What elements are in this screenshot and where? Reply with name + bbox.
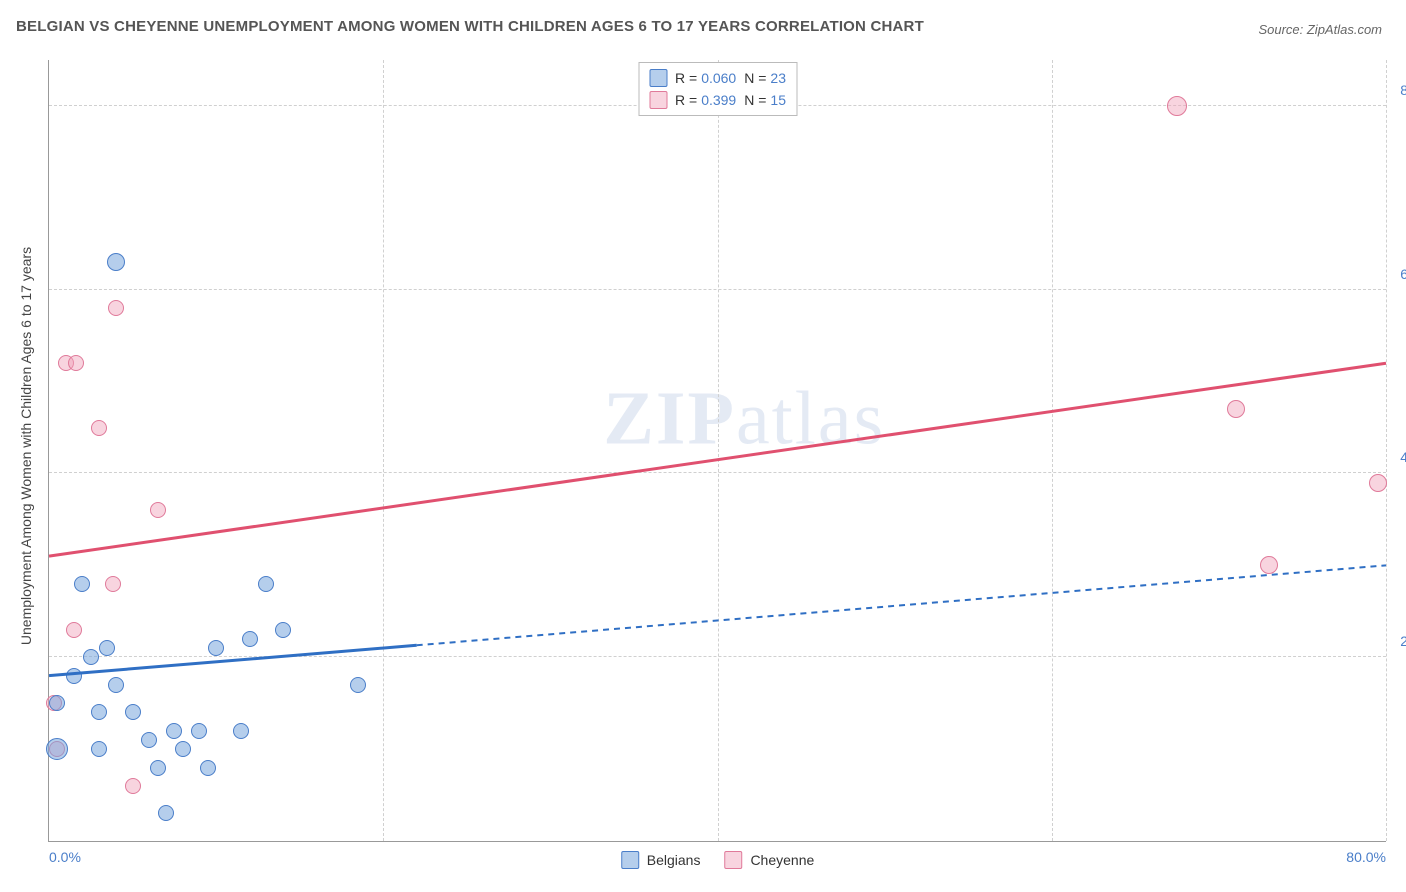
stats-legend-row: R =0.060 N =23 bbox=[649, 67, 786, 89]
legend-swatch bbox=[649, 69, 667, 87]
trendlines-layer bbox=[49, 60, 1386, 841]
chart-plot-area: ZIPatlas R =0.060N =23R =0.399N =15 Belg… bbox=[48, 60, 1386, 842]
legend-n-label: N =23 bbox=[744, 70, 786, 86]
series-legend: Belgians Cheyenne bbox=[621, 851, 815, 869]
series-legend-item: Belgians bbox=[621, 851, 701, 869]
stats-legend-row: R =0.399 N =15 bbox=[649, 89, 786, 111]
source-attribution: Source: ZipAtlas.com bbox=[1258, 22, 1382, 37]
y-tick-label: 20.0% bbox=[1400, 633, 1406, 649]
legend-n-label: N =15 bbox=[744, 92, 786, 108]
legend-swatch bbox=[621, 851, 639, 869]
y-axis-label: Unemployment Among Women with Children A… bbox=[18, 247, 34, 645]
series-legend-item: Cheyenne bbox=[724, 851, 814, 869]
legend-r-label: R =0.399 bbox=[675, 92, 736, 108]
series-legend-label: Cheyenne bbox=[750, 852, 814, 868]
chart-title: BELGIAN VS CHEYENNE UNEMPLOYMENT AMONG W… bbox=[16, 18, 924, 35]
trendline bbox=[49, 363, 1386, 556]
y-tick-label: 60.0% bbox=[1400, 266, 1406, 282]
trendline bbox=[417, 565, 1386, 645]
y-tick-label: 80.0% bbox=[1400, 82, 1406, 98]
legend-swatch bbox=[724, 851, 742, 869]
trendline bbox=[49, 645, 417, 675]
x-tick-label: 80.0% bbox=[1346, 849, 1386, 865]
x-tick-label: 0.0% bbox=[49, 849, 81, 865]
series-legend-label: Belgians bbox=[647, 852, 701, 868]
y-tick-label: 40.0% bbox=[1400, 449, 1406, 465]
legend-r-label: R =0.060 bbox=[675, 70, 736, 86]
legend-swatch bbox=[649, 91, 667, 109]
stats-legend: R =0.060 N =23 R =0.399 N =15 bbox=[638, 62, 797, 116]
gridline-vertical bbox=[1386, 60, 1387, 841]
